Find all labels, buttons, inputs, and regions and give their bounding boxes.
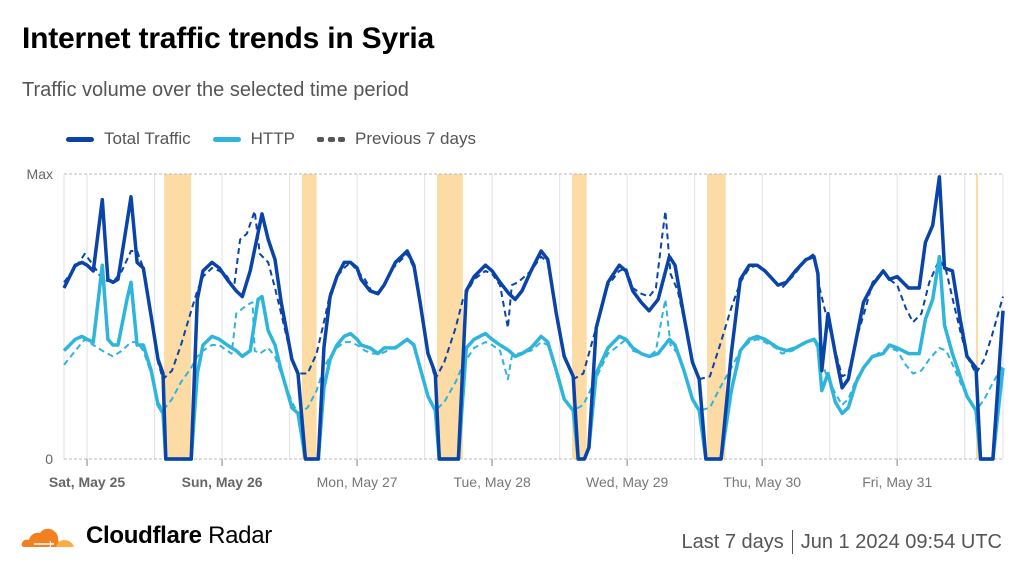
outage-band-2 <box>437 174 463 459</box>
brand-bold: Cloudflare <box>86 522 202 549</box>
x-tick-label: Thu, May 30 <box>723 474 801 490</box>
outage-band-5 <box>975 174 978 459</box>
timestamp-label: Jun 1 2024 09:54 UTC <box>800 530 1002 553</box>
legend-swatch-total <box>66 136 94 142</box>
footer-range-info: Last 7 days Jun 1 2024 09:54 UTC <box>681 530 1002 554</box>
x-tick-label: Fri, May 31 <box>862 474 932 490</box>
time-range-label: Last 7 days <box>681 530 784 553</box>
series-line-total-traffic <box>62 175 1005 461</box>
x-tick-label: Tue, May 28 <box>453 474 531 490</box>
outage-band-0 <box>164 174 192 459</box>
outage-band-3 <box>572 174 587 459</box>
legend-label-previous: Previous 7 days <box>355 129 476 148</box>
y-tick-zero: 0 <box>45 451 53 467</box>
footer-separator <box>791 530 793 554</box>
brand-light: Radar <box>208 522 272 549</box>
legend-label-http: HTTP <box>250 129 296 148</box>
legend-swatch-http <box>212 136 241 142</box>
outage-band-1 <box>301 174 317 459</box>
grid-lines <box>86 174 966 459</box>
brand-name: Cloudflare Radar <box>86 522 272 550</box>
series-line-http <box>62 254 1005 461</box>
chart-legend: Total Traffic HTTP Previous 7 days <box>66 129 498 149</box>
cloudflare-radar-logo[interactable]: Cloudflare Radar <box>20 522 272 550</box>
x-tick-label: Sun, May 26 <box>182 474 263 490</box>
page-title: Internet traffic trends in Syria <box>22 22 435 55</box>
series-line-total-traffic-previous-7-days- <box>63 210 1004 381</box>
traffic-chart: Max 0 Sat, May 25 Sun, May 26 Mon, May 27 T… <box>27 166 1005 490</box>
series-line-http-previous-7-days- <box>63 298 1004 415</box>
cloudflare-cloud-icon <box>21 528 74 548</box>
outage-band-4 <box>707 174 726 459</box>
outage-shading <box>164 174 978 459</box>
x-tick-label: Wed, May 29 <box>586 474 668 490</box>
legend-previous-7-days[interactable]: Previous 7 days <box>317 129 476 149</box>
legend-total-traffic[interactable]: Total Traffic <box>66 129 191 149</box>
page-subtitle: Traffic volume over the selected time pe… <box>22 79 409 101</box>
x-tick-label: Mon, May 27 <box>317 474 398 490</box>
x-tick-label: Sat, May 25 <box>49 474 125 490</box>
legend-http[interactable]: HTTP <box>212 129 296 149</box>
series-lines <box>62 175 1005 461</box>
legend-swatch-dashed <box>317 136 346 142</box>
x-axis-ticks: Sat, May 25 Sun, May 26 Mon, May 27 Tue, Ma… <box>49 459 932 490</box>
legend-label-total: Total Traffic <box>104 129 191 148</box>
y-tick-max: Max <box>27 166 53 182</box>
